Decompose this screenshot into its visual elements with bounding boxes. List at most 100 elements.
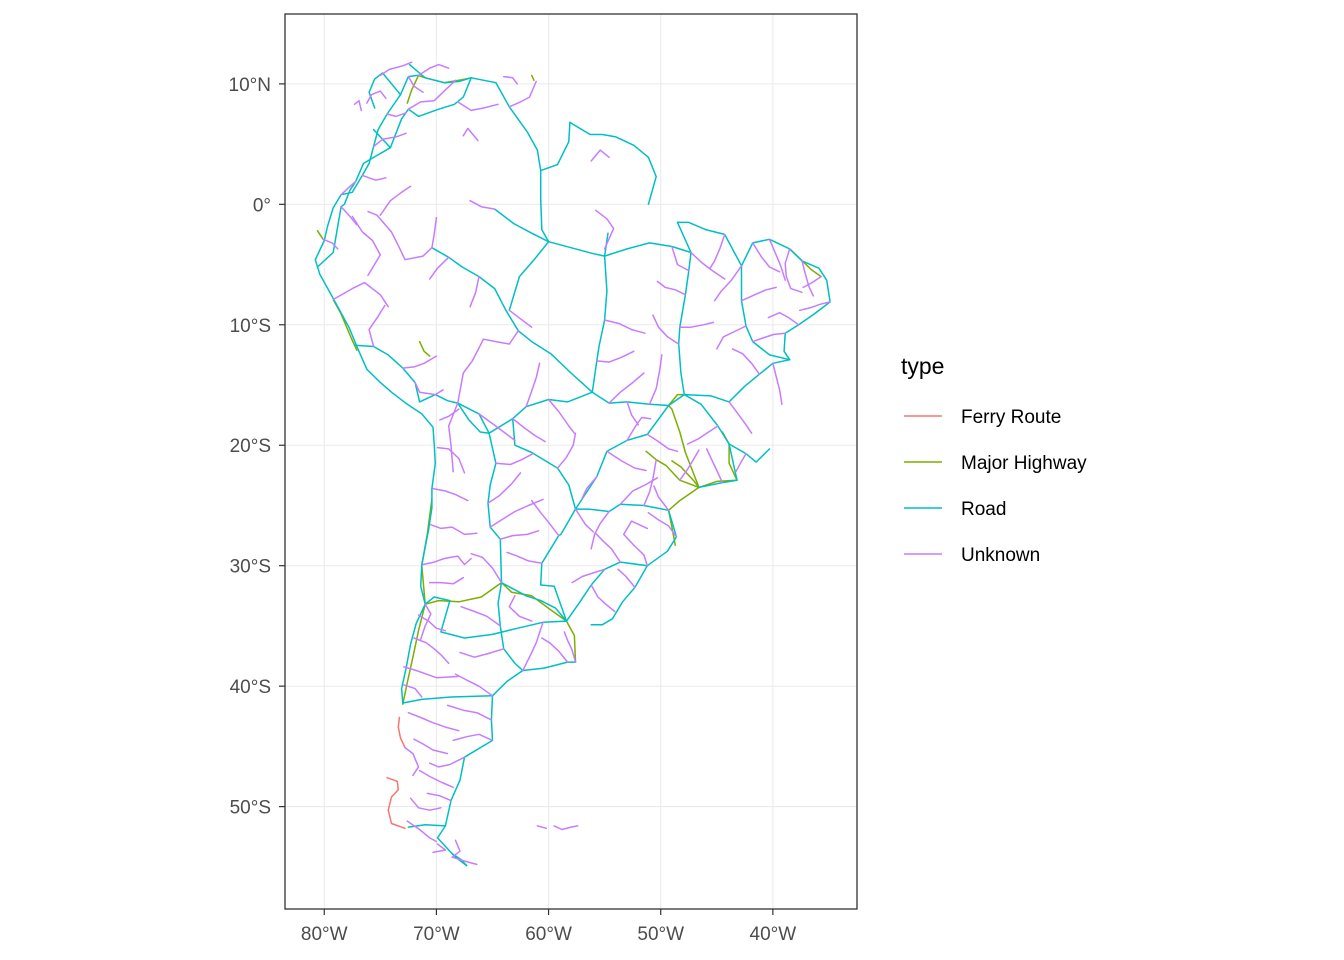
road-segment xyxy=(522,621,544,672)
road-segment xyxy=(626,401,640,426)
road-segment xyxy=(386,776,406,830)
road-segment xyxy=(406,820,438,843)
road-segment xyxy=(400,603,426,704)
road-segment xyxy=(353,99,363,112)
road-segment xyxy=(506,551,543,565)
road-segment xyxy=(407,711,460,732)
road-segment xyxy=(418,340,431,357)
road-segment xyxy=(451,839,478,866)
road-segment xyxy=(497,581,524,672)
road-segment xyxy=(647,511,678,538)
road-segment xyxy=(456,402,503,584)
road-segment xyxy=(379,185,412,216)
road-segment xyxy=(676,221,692,396)
road-segment xyxy=(478,413,516,442)
road-segment xyxy=(590,149,610,162)
legend-label: Unknown xyxy=(961,545,1040,566)
road-segment xyxy=(454,673,494,697)
road-segment xyxy=(735,452,747,473)
road-segment xyxy=(801,260,815,297)
road-segment xyxy=(713,265,743,302)
road-segment xyxy=(495,452,534,466)
road-segment xyxy=(367,210,433,261)
road-segment xyxy=(679,321,715,328)
series-ferry-route xyxy=(386,716,406,830)
y-tick-label: 30°S xyxy=(230,557,271,578)
road-segment xyxy=(522,661,577,672)
y-tick-label: 0° xyxy=(253,195,271,216)
road-segment xyxy=(422,555,472,566)
x-tick-label: 70°W xyxy=(413,924,460,945)
road-segment xyxy=(767,311,800,326)
road-segment xyxy=(622,520,649,567)
road-segment xyxy=(783,248,831,361)
road-segment xyxy=(671,245,690,272)
road-segment xyxy=(731,348,761,375)
road-segment xyxy=(413,738,449,755)
road-segment xyxy=(459,648,505,658)
road-segment xyxy=(431,216,438,249)
road-segment xyxy=(469,275,480,308)
road-segment xyxy=(671,460,700,489)
road-segment xyxy=(591,391,686,407)
plot-border xyxy=(284,13,858,910)
road-segment xyxy=(447,402,459,473)
road-segment xyxy=(525,362,541,408)
road-segment xyxy=(439,408,460,421)
road-segment xyxy=(351,215,382,277)
road-segment xyxy=(452,733,494,742)
road-segment xyxy=(413,637,450,665)
road-segment xyxy=(361,174,387,181)
road-segment xyxy=(379,61,413,77)
road-segment xyxy=(563,631,577,663)
road-segment xyxy=(590,584,616,613)
y-tick-label: 10°N xyxy=(229,75,271,96)
road-segment xyxy=(428,576,465,585)
legend-label: Ferry Route xyxy=(961,407,1061,428)
x-tick-label: 60°W xyxy=(525,924,572,945)
road-segment xyxy=(705,448,724,484)
road-segment xyxy=(432,843,447,854)
road-segment xyxy=(594,209,615,250)
road-segment xyxy=(802,275,822,289)
road-segment xyxy=(508,595,533,622)
road-segment xyxy=(751,332,786,343)
road-segment xyxy=(403,684,423,698)
road-segment xyxy=(667,479,738,546)
road-segment xyxy=(470,552,503,584)
y-tick-label: 40°S xyxy=(230,677,271,698)
road-segment xyxy=(679,449,700,481)
road-segment xyxy=(368,304,386,348)
road-segment xyxy=(553,825,579,831)
road-segment xyxy=(366,90,387,104)
road-segment xyxy=(397,716,406,749)
road-segment xyxy=(430,523,478,536)
road-segment xyxy=(590,510,610,550)
road-segment xyxy=(619,477,659,506)
road-segment xyxy=(493,208,550,243)
road-segment xyxy=(500,581,568,622)
road-segment xyxy=(626,416,652,442)
road-segment xyxy=(436,669,524,867)
road-segment xyxy=(652,314,680,345)
legend-label: Road xyxy=(961,499,1006,520)
road-segment xyxy=(799,301,831,312)
legend-title: type xyxy=(901,353,944,379)
road-segment xyxy=(768,238,786,281)
road-segment xyxy=(536,825,548,830)
road-segment xyxy=(571,568,606,584)
road-segment xyxy=(608,372,645,404)
road-segment xyxy=(511,417,546,443)
road-segment xyxy=(539,121,571,172)
road-segment xyxy=(414,381,444,396)
road-segment xyxy=(407,79,457,110)
road-segment xyxy=(386,112,407,118)
road-segment xyxy=(314,74,419,261)
x-axis: 80°W 70°W 60°W 50°W 40°W xyxy=(301,909,796,945)
road-segment xyxy=(556,432,577,469)
road-segment xyxy=(648,354,663,406)
road-segment xyxy=(482,330,520,345)
series-unknown xyxy=(322,61,831,866)
road-segment xyxy=(603,319,646,334)
road-segment xyxy=(686,425,719,445)
